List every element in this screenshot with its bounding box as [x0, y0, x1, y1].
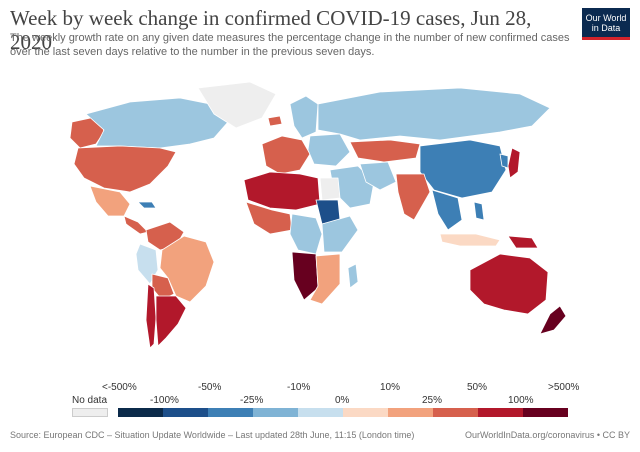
legend-bin — [118, 408, 163, 417]
country-central-africa[interactable] — [289, 213, 323, 255]
country-new-zealand[interactable] — [539, 305, 567, 335]
legend-tick-bottom: 0% — [335, 395, 350, 406]
country-egypt[interactable] — [319, 177, 341, 201]
legend-tick-top: 50% — [467, 382, 488, 393]
legend-bin — [433, 408, 478, 417]
legend-no-data-swatch — [72, 408, 108, 417]
legend-bin — [523, 408, 568, 417]
legend-bin — [388, 408, 433, 417]
country-cuba[interactable] — [137, 201, 157, 209]
legend-tick-bottom: -25% — [240, 395, 264, 406]
footer-source: Source: European CDC – Situation Update … — [10, 430, 415, 440]
country-argentina[interactable] — [155, 295, 187, 347]
country-central-america[interactable] — [123, 215, 149, 235]
country-japan[interactable] — [507, 147, 521, 179]
country-chile[interactable] — [145, 283, 157, 349]
country-madagascar[interactable] — [347, 263, 359, 289]
country-east-africa[interactable] — [321, 215, 359, 253]
country-southern-africa[interactable] — [309, 253, 341, 305]
legend-bin — [343, 408, 388, 417]
country-india[interactable] — [395, 173, 431, 221]
footer-credit[interactable]: OurWorldInData.org/coronavirus • CC BY — [464, 430, 630, 440]
country-angola-namibia[interactable] — [291, 251, 319, 301]
country-brazil[interactable] — [159, 235, 215, 303]
country-greenland[interactable] — [197, 81, 277, 129]
chart-subtitle: The weekly growth rate on any given date… — [10, 32, 570, 58]
chart-title: Week by week change in confirmed COVID-1… — [10, 6, 532, 54]
country-southeast-asia[interactable] — [431, 189, 463, 231]
country-australia[interactable] — [469, 253, 549, 315]
legend-tick-bottom: 100% — [508, 395, 534, 406]
country-western-europe[interactable] — [261, 135, 311, 175]
legend-tick-top: <-500% — [102, 382, 137, 393]
country-north-africa[interactable] — [243, 171, 321, 211]
legend-bin — [478, 408, 523, 417]
legend-no-data-label: No data — [72, 395, 108, 406]
legend-tick-top: >500% — [548, 382, 580, 393]
country-kazakhstan[interactable] — [349, 139, 421, 163]
legend-bin — [163, 408, 208, 417]
legend-tick-bottom: 25% — [422, 395, 443, 406]
legend-bin — [208, 408, 253, 417]
legend-tick-top: -50% — [198, 382, 222, 393]
logo-line-1: Our World — [585, 13, 627, 23]
world-map[interactable] — [0, 74, 640, 374]
owid-logo[interactable]: Our World in Data — [582, 8, 630, 40]
country-papua-new-guinea[interactable] — [507, 235, 539, 249]
legend-tick-top: 10% — [380, 382, 401, 393]
country-eastern-europe[interactable] — [307, 133, 351, 167]
country-russia[interactable] — [317, 87, 551, 141]
country-philippines[interactable] — [473, 201, 485, 221]
legend-tick-bottom: -100% — [150, 395, 179, 406]
legend-tick-top: -10% — [287, 382, 311, 393]
country-indonesia[interactable] — [439, 233, 501, 247]
legend-bin — [298, 408, 343, 417]
country-iceland[interactable] — [267, 115, 283, 127]
country-canada[interactable] — [85, 97, 229, 149]
country-usa[interactable] — [73, 145, 177, 193]
legend-bin — [253, 408, 298, 417]
logo-line-2: in Data — [591, 23, 621, 33]
legend: No data <-500% -50% -10% 10% 50% >500% -… — [0, 380, 640, 420]
country-china[interactable] — [419, 139, 507, 199]
country-iran[interactable] — [359, 161, 397, 191]
country-scandinavia[interactable] — [289, 95, 319, 139]
